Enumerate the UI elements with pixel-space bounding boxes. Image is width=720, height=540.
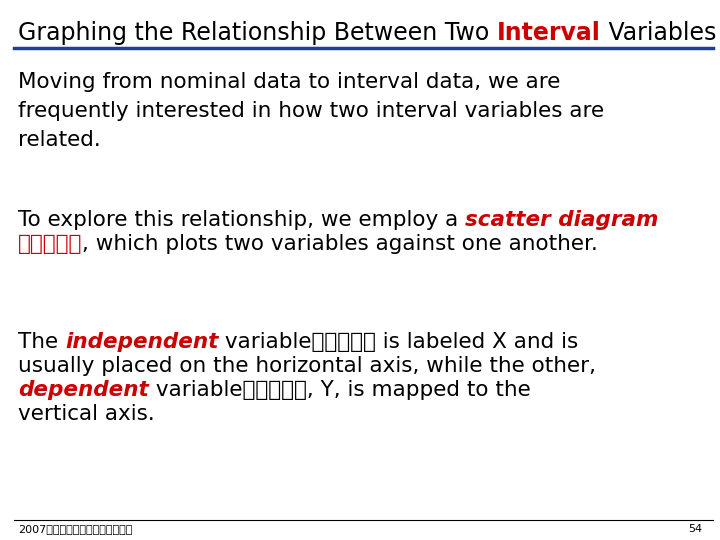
Text: To explore this relationship, we employ a: To explore this relationship, we employ … (18, 210, 465, 230)
Text: independent: independent (65, 332, 218, 352)
Text: 54: 54 (688, 524, 702, 534)
Text: usually placed on the horizontal axis, while the other,: usually placed on the horizontal axis, w… (18, 356, 596, 376)
Text: Graphing the Relationship Between Two: Graphing the Relationship Between Two (18, 21, 497, 45)
Text: Variables: Variables (600, 21, 716, 45)
Text: （散佈圖）: （散佈圖） (18, 234, 82, 254)
Text: variable（自變數） is labeled X and is: variable（自變數） is labeled X and is (218, 332, 579, 352)
Text: dependent: dependent (18, 380, 149, 400)
Text: vertical axis.: vertical axis. (18, 404, 155, 424)
Text: variable（因變數）, Y, is mapped to the: variable（因變數）, Y, is mapped to the (149, 380, 531, 400)
Text: The: The (18, 332, 65, 352)
Text: , which plots two variables against one another.: , which plots two variables against one … (82, 234, 598, 254)
Text: Moving from nominal data to interval data, we are
frequently interested in how t: Moving from nominal data to interval dat… (18, 72, 604, 150)
Text: scatter diagram: scatter diagram (465, 210, 659, 230)
Text: Interval: Interval (497, 21, 600, 45)
Text: 2007年秋季統計學（一）先修課程: 2007年秋季統計學（一）先修課程 (18, 524, 132, 534)
